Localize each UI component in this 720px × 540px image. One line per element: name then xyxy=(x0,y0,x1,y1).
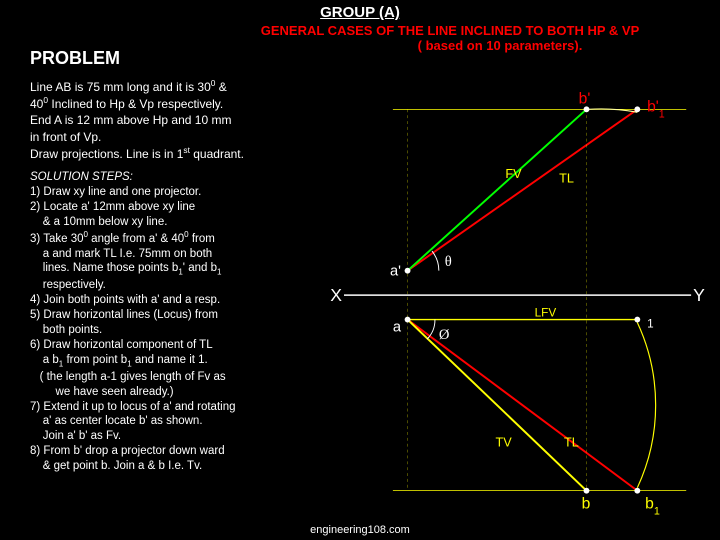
projection-diagram: X Ya' a b' b'1 b b1 1 FV TV TL TL LFV θ Ø xyxy=(330,80,710,520)
svg-text:X: X xyxy=(330,285,342,305)
svg-text:a: a xyxy=(393,319,402,335)
svg-text:TL: TL xyxy=(564,435,579,450)
problem-text: Line AB is 75 mm long and it is 300 &400… xyxy=(30,78,280,162)
svg-text:θ: θ xyxy=(445,254,452,270)
footer-text: engineering108.com xyxy=(0,524,720,536)
svg-text:Ø: Ø xyxy=(439,327,450,343)
svg-text:TV: TV xyxy=(496,435,513,450)
group-title: GROUP (A) xyxy=(0,4,720,21)
subtitle-1: GENERAL CASES OF THE LINE INCLINED TO BO… xyxy=(0,23,720,38)
svg-text:b1: b1 xyxy=(645,495,660,517)
svg-text:1: 1 xyxy=(647,317,654,330)
svg-text:Y: Y xyxy=(693,285,705,305)
svg-text:b: b xyxy=(582,495,591,512)
svg-text:LFV: LFV xyxy=(535,307,557,320)
problem-label: PROBLEM xyxy=(30,48,120,69)
svg-text:TL: TL xyxy=(559,171,574,186)
solution-steps: SOLUTION STEPS: 1) Draw xy line and one … xyxy=(30,170,310,474)
solution-title: SOLUTION STEPS: xyxy=(30,171,133,183)
svg-text:b'1: b'1 xyxy=(647,98,665,120)
svg-text:b': b' xyxy=(579,90,591,107)
svg-text:FV: FV xyxy=(505,166,522,181)
svg-text:a': a' xyxy=(390,264,401,280)
